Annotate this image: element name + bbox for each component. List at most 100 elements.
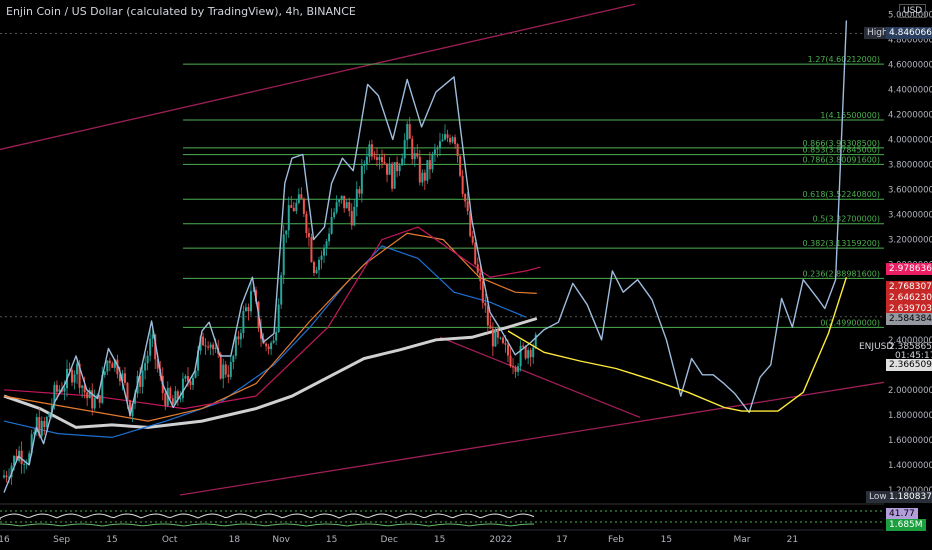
price-tick-label: 1.40000000 xyxy=(888,461,932,471)
candle-body xyxy=(433,149,436,154)
osc-badge-1: 41.77 xyxy=(886,508,918,520)
candle-body xyxy=(438,141,441,149)
candle-body xyxy=(164,393,167,406)
low-label: Low xyxy=(866,491,890,503)
candle-body xyxy=(13,455,16,466)
candle-body xyxy=(403,140,406,159)
candle-body xyxy=(431,153,434,170)
fib-label: 0.5(3.32700000) xyxy=(813,215,880,224)
candle-body xyxy=(186,376,189,382)
price-tick-label: 1.20000000 xyxy=(888,486,932,496)
candle-body xyxy=(267,346,270,350)
candle-body xyxy=(239,332,242,340)
price-tick-label: 1.60000000 xyxy=(888,436,932,446)
candle-body xyxy=(116,359,119,375)
candle-body xyxy=(504,343,507,345)
candle-body xyxy=(287,205,290,231)
candle-body xyxy=(103,371,106,376)
candle-body xyxy=(461,175,464,194)
candle-body xyxy=(121,373,124,382)
candle-body xyxy=(212,344,215,350)
candle-body xyxy=(222,364,225,379)
candle-body xyxy=(386,163,389,175)
ma-50-orange xyxy=(3,232,537,422)
fib-levels: 1.27(4.60212000)1(4.15500000)0.866(3.933… xyxy=(183,55,884,328)
candle-body xyxy=(406,124,409,141)
candle-body xyxy=(30,434,33,454)
candle-body xyxy=(479,272,482,282)
candle-body xyxy=(358,189,361,194)
candle-body xyxy=(355,189,358,207)
candle-body xyxy=(123,373,126,383)
candle-body xyxy=(393,162,396,189)
oscillator-pane xyxy=(0,503,884,531)
candle-body xyxy=(260,328,263,339)
candle-body xyxy=(383,162,386,164)
candle-body xyxy=(83,385,86,393)
time-tick-label: Dec xyxy=(380,535,397,545)
time-tick-label: Feb xyxy=(608,535,624,545)
candle-body xyxy=(514,367,517,372)
candle-body xyxy=(285,230,288,235)
candle-body xyxy=(111,363,114,368)
candle-body xyxy=(5,475,8,478)
candle-body xyxy=(353,206,356,226)
candle-body xyxy=(426,160,429,181)
candle-body xyxy=(176,391,179,400)
candle-body xyxy=(330,217,333,234)
time-tick-label: Mar xyxy=(734,535,751,545)
candle-body xyxy=(134,393,137,404)
candle-body xyxy=(106,360,109,372)
fib-label: 0.382(3.13159200) xyxy=(803,239,881,248)
time-tick-label: 15 xyxy=(434,535,445,545)
candle-body xyxy=(146,355,149,364)
candle-body xyxy=(418,156,421,183)
channel-lines xyxy=(0,3,885,496)
candle-body xyxy=(40,421,43,436)
candle-body xyxy=(413,153,416,160)
candle-body xyxy=(101,375,104,403)
fib-label: 0.618(3.52240800) xyxy=(803,190,881,199)
candle-body xyxy=(189,381,192,385)
candle-body xyxy=(15,455,18,461)
candle-body xyxy=(237,336,240,340)
projection-paths xyxy=(3,20,848,493)
time-tick-label: 21 xyxy=(787,535,798,545)
candle-body xyxy=(307,233,310,238)
candle-body xyxy=(297,194,300,203)
time-tick-label: Sep xyxy=(53,535,70,545)
candle-body xyxy=(524,346,527,359)
candle-body xyxy=(249,291,252,312)
time-tick-label: 15 xyxy=(661,535,672,545)
candle-body xyxy=(3,475,5,478)
currency-button[interactable]: USD xyxy=(899,4,927,18)
candle-body xyxy=(466,201,469,212)
candle-body xyxy=(118,374,121,382)
time-tick-label: 2022 xyxy=(489,535,512,545)
candle-body xyxy=(154,334,157,360)
time-tick-label: 18 xyxy=(229,535,241,545)
price-tick-label: 2.00000000 xyxy=(888,386,932,396)
candle-body xyxy=(486,305,489,326)
candle-body xyxy=(491,328,494,347)
candle-body xyxy=(10,465,13,478)
candle-body xyxy=(469,211,472,237)
fib-label: 1.27(4.60212000) xyxy=(808,55,880,64)
high-value-badge: 4.84606634 xyxy=(886,27,932,39)
channel-lower xyxy=(179,381,885,496)
candle-body xyxy=(139,376,142,387)
candle-body xyxy=(53,384,56,406)
candle-body xyxy=(141,370,144,387)
candle-body xyxy=(181,378,184,399)
candle-body xyxy=(108,360,111,364)
candle-body xyxy=(315,270,318,273)
price-tick-label: 3.20000000 xyxy=(888,236,932,246)
candle-body xyxy=(345,202,348,209)
candle-body xyxy=(156,359,159,369)
candle-body xyxy=(151,334,154,339)
candle-body xyxy=(365,156,368,165)
candle-body xyxy=(484,302,487,306)
candle-body xyxy=(363,164,366,166)
candle-body xyxy=(33,432,36,435)
